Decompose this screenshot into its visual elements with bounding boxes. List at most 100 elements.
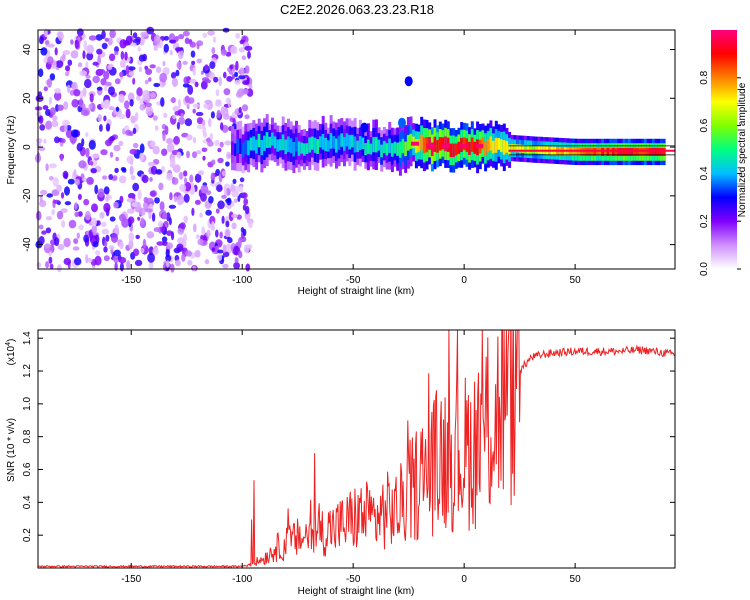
noise-speckle: [145, 102, 152, 108]
noise-speckle: [150, 165, 158, 175]
signal-cell: [414, 139, 418, 153]
snr-plot: -150 -100 -50 0 50 0.2 0.4 0.6 0.8 1.0 1.2 1.4 Hei…: [5, 329, 676, 597]
noise-speckle: [204, 64, 209, 71]
signal-hotspot: [426, 144, 435, 149]
noise-speckle: [104, 84, 108, 92]
signal-cell: [292, 142, 296, 157]
noise-speckle: [154, 125, 159, 131]
noise-speckle: [200, 70, 204, 75]
noise-speckle: [195, 234, 200, 239]
noise-speckle: [76, 232, 81, 239]
signal-cell: [241, 142, 245, 157]
noise-speckle: [102, 175, 108, 180]
noise-speckle: [164, 125, 169, 135]
signal-cell: [252, 136, 256, 151]
noise-speckle: [239, 177, 245, 183]
noise-speckle: [77, 211, 83, 217]
noise-speckle: [119, 241, 124, 250]
noise-speckle: [163, 35, 170, 41]
noise-speckle: [198, 170, 204, 176]
signal-cell: [649, 147, 653, 156]
noise-speckle: [149, 177, 153, 182]
noise-speckle: [103, 186, 110, 195]
noise-speckle: [221, 194, 227, 199]
noise-speckle: [112, 255, 120, 263]
signal-cell: [273, 136, 277, 149]
noise-speckle: [172, 114, 177, 120]
noise-speckle: [231, 213, 239, 219]
noise-speckle: [56, 210, 64, 220]
noise-speckle: [129, 165, 134, 176]
signal-cell: [233, 143, 237, 157]
noise-speckle: [243, 244, 250, 253]
noise-speckle: [139, 104, 146, 111]
signal-cell: [348, 134, 352, 150]
noise-speckle: [137, 189, 142, 200]
noise-speckle: [91, 153, 100, 159]
noise-speckle: [204, 259, 210, 265]
x-tick-label: 50: [570, 275, 582, 286]
signal-cell: [265, 132, 269, 148]
snr-series-line: [37, 329, 676, 569]
noise-speckle: [215, 100, 222, 107]
noise-speckle: [142, 89, 150, 100]
noise-speckle: [219, 231, 223, 239]
noise-speckle: [85, 132, 89, 138]
noise-speckle: [101, 221, 107, 227]
noise-speckle: [136, 87, 143, 97]
signal-cell: [305, 143, 309, 154]
noise-speckle: [56, 264, 62, 273]
noise-speckle: [137, 216, 141, 221]
noise-speckle: [104, 240, 108, 247]
noise-speckle: [213, 76, 219, 83]
noise-speckle: [208, 196, 214, 204]
noise-speckle: [170, 97, 177, 103]
noise-speckle: [69, 89, 75, 96]
noise-speckle: [49, 163, 57, 169]
noise-speckle: [217, 157, 224, 164]
noise-speckle: [95, 250, 101, 256]
noise-speckle: [73, 238, 79, 245]
noise-speckle: [224, 140, 232, 146]
noise-speckle: [232, 178, 237, 184]
noise-speckle: [228, 211, 234, 222]
noise-speckle: [224, 243, 233, 254]
noise-speckle: [48, 96, 53, 105]
noise-speckle: [101, 30, 106, 40]
colorbar-gradient: [711, 30, 737, 269]
noise-speckle: [114, 224, 119, 235]
noise-speckle: [34, 106, 43, 111]
signal-cell: [580, 147, 583, 156]
noise-speckle: [191, 207, 195, 216]
noise-speckle: [168, 204, 177, 209]
noise-speckle: [238, 47, 245, 53]
signal-cell: [353, 136, 357, 153]
noise-speckle: [103, 255, 110, 262]
signal-cell: [494, 137, 498, 153]
noise-speckle: [132, 182, 140, 192]
noise-speckle: [105, 123, 111, 132]
signal-cell: [433, 136, 437, 152]
signal-cell: [417, 139, 421, 152]
noise-speckle: [101, 42, 108, 50]
noise-speckle: [208, 117, 212, 128]
noise-speckle: [233, 262, 241, 270]
noise-speckle: [79, 70, 88, 77]
noise-speckle: [223, 71, 227, 79]
signal-cell: [657, 147, 661, 156]
noise-speckle: [200, 184, 209, 194]
x-tick-label: -150: [121, 574, 141, 585]
noise-speckle: [212, 36, 217, 43]
noise-speckle: [73, 169, 77, 177]
signal-cell: [643, 147, 647, 156]
noise-speckle: [138, 66, 143, 73]
noise-speckle: [97, 55, 101, 66]
noise-speckle: [76, 142, 83, 152]
noise-speckle: [53, 199, 61, 204]
signal-cell: [529, 145, 533, 154]
noise-speckle: [186, 134, 193, 141]
noise-speckle: [132, 127, 137, 135]
noise-speckle: [240, 192, 248, 199]
noise-speckle: [120, 59, 126, 68]
